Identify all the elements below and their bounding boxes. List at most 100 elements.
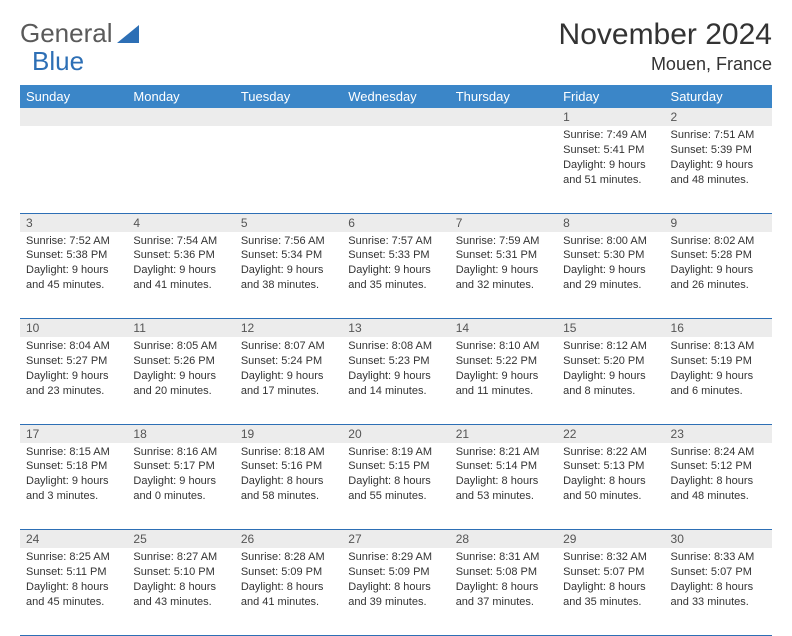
day-number: 10 [20,319,127,338]
day-details: Sunrise: 8:04 AMSunset: 5:27 PMDaylight:… [20,337,127,402]
day-details: Sunrise: 8:18 AMSunset: 5:16 PMDaylight:… [235,443,342,508]
day-number: 15 [557,319,664,338]
day-details: Sunrise: 8:29 AMSunset: 5:09 PMDaylight:… [342,548,449,613]
day-details: Sunrise: 8:00 AMSunset: 5:30 PMDaylight:… [557,232,664,297]
week-row: Sunrise: 8:15 AMSunset: 5:18 PMDaylight:… [20,443,772,530]
day-details: Sunrise: 8:05 AMSunset: 5:26 PMDaylight:… [127,337,234,402]
day-details: Sunrise: 8:19 AMSunset: 5:15 PMDaylight:… [342,443,449,508]
day-number: 22 [557,424,664,443]
day-cell: Sunrise: 8:08 AMSunset: 5:23 PMDaylight:… [342,337,449,424]
day-cell: Sunrise: 8:02 AMSunset: 5:28 PMDaylight:… [665,232,772,319]
col-wednesday: Wednesday [342,85,449,108]
day-number: 20 [342,424,449,443]
day-number [20,108,127,126]
day-details: Sunrise: 8:02 AMSunset: 5:28 PMDaylight:… [665,232,772,297]
logo: General [20,18,141,49]
daynum-row: 3456789 [20,213,772,232]
day-number: 27 [342,530,449,549]
day-number: 17 [20,424,127,443]
day-cell: Sunrise: 8:15 AMSunset: 5:18 PMDaylight:… [20,443,127,530]
day-cell: Sunrise: 8:05 AMSunset: 5:26 PMDaylight:… [127,337,234,424]
day-number: 12 [235,319,342,338]
daynum-row: 17181920212223 [20,424,772,443]
day-number: 7 [450,213,557,232]
calendar-table: Sunday Monday Tuesday Wednesday Thursday… [20,85,772,636]
day-details: Sunrise: 7:49 AMSunset: 5:41 PMDaylight:… [557,126,664,191]
day-details: Sunrise: 8:21 AMSunset: 5:14 PMDaylight:… [450,443,557,508]
day-cell: Sunrise: 7:57 AMSunset: 5:33 PMDaylight:… [342,232,449,319]
day-cell: Sunrise: 7:54 AMSunset: 5:36 PMDaylight:… [127,232,234,319]
day-number: 13 [342,319,449,338]
day-cell: Sunrise: 8:28 AMSunset: 5:09 PMDaylight:… [235,548,342,635]
day-number: 25 [127,530,234,549]
day-cell: Sunrise: 8:12 AMSunset: 5:20 PMDaylight:… [557,337,664,424]
day-cell: Sunrise: 8:19 AMSunset: 5:15 PMDaylight:… [342,443,449,530]
day-details: Sunrise: 8:24 AMSunset: 5:12 PMDaylight:… [665,443,772,508]
day-details: Sunrise: 7:54 AMSunset: 5:36 PMDaylight:… [127,232,234,297]
day-cell: Sunrise: 8:00 AMSunset: 5:30 PMDaylight:… [557,232,664,319]
day-number: 16 [665,319,772,338]
day-cell: Sunrise: 8:22 AMSunset: 5:13 PMDaylight:… [557,443,664,530]
day-cell: Sunrise: 8:32 AMSunset: 5:07 PMDaylight:… [557,548,664,635]
week-row: Sunrise: 7:52 AMSunset: 5:38 PMDaylight:… [20,232,772,319]
day-details: Sunrise: 8:28 AMSunset: 5:09 PMDaylight:… [235,548,342,613]
day-number [450,108,557,126]
day-cell [20,126,127,213]
day-number: 5 [235,213,342,232]
day-cell: Sunrise: 8:13 AMSunset: 5:19 PMDaylight:… [665,337,772,424]
day-details: Sunrise: 8:12 AMSunset: 5:20 PMDaylight:… [557,337,664,402]
month-year: November 2024 [559,18,772,52]
day-number [127,108,234,126]
day-number: 28 [450,530,557,549]
day-number: 2 [665,108,772,126]
day-number: 6 [342,213,449,232]
day-details: Sunrise: 8:31 AMSunset: 5:08 PMDaylight:… [450,548,557,613]
day-number: 1 [557,108,664,126]
day-cell: Sunrise: 8:18 AMSunset: 5:16 PMDaylight:… [235,443,342,530]
day-number: 18 [127,424,234,443]
logo-text-blue: Blue [32,46,84,77]
day-cell: Sunrise: 8:29 AMSunset: 5:09 PMDaylight:… [342,548,449,635]
day-details: Sunrise: 8:25 AMSunset: 5:11 PMDaylight:… [20,548,127,613]
day-number: 30 [665,530,772,549]
day-cell: Sunrise: 8:24 AMSunset: 5:12 PMDaylight:… [665,443,772,530]
day-cell: Sunrise: 7:56 AMSunset: 5:34 PMDaylight:… [235,232,342,319]
day-details: Sunrise: 7:52 AMSunset: 5:38 PMDaylight:… [20,232,127,297]
day-details: Sunrise: 8:33 AMSunset: 5:07 PMDaylight:… [665,548,772,613]
day-details: Sunrise: 8:13 AMSunset: 5:19 PMDaylight:… [665,337,772,402]
day-details: Sunrise: 8:10 AMSunset: 5:22 PMDaylight:… [450,337,557,402]
day-cell [450,126,557,213]
day-number: 3 [20,213,127,232]
day-cell: Sunrise: 7:59 AMSunset: 5:31 PMDaylight:… [450,232,557,319]
day-number: 19 [235,424,342,443]
day-details: Sunrise: 8:32 AMSunset: 5:07 PMDaylight:… [557,548,664,613]
daynum-row: 10111213141516 [20,319,772,338]
day-cell [235,126,342,213]
day-cell: Sunrise: 7:52 AMSunset: 5:38 PMDaylight:… [20,232,127,319]
day-number: 14 [450,319,557,338]
day-details: Sunrise: 7:57 AMSunset: 5:33 PMDaylight:… [342,232,449,297]
day-details: Sunrise: 8:16 AMSunset: 5:17 PMDaylight:… [127,443,234,508]
col-friday: Friday [557,85,664,108]
header-row: Sunday Monday Tuesday Wednesday Thursday… [20,85,772,108]
day-number: 9 [665,213,772,232]
day-details: Sunrise: 8:08 AMSunset: 5:23 PMDaylight:… [342,337,449,402]
day-details: Sunrise: 8:07 AMSunset: 5:24 PMDaylight:… [235,337,342,402]
day-cell: Sunrise: 7:49 AMSunset: 5:41 PMDaylight:… [557,126,664,213]
day-number: 26 [235,530,342,549]
day-cell [342,126,449,213]
day-cell: Sunrise: 8:16 AMSunset: 5:17 PMDaylight:… [127,443,234,530]
day-number: 21 [450,424,557,443]
day-details: Sunrise: 7:59 AMSunset: 5:31 PMDaylight:… [450,232,557,297]
header: General November 2024 Mouen, France [20,18,772,75]
day-cell: Sunrise: 8:25 AMSunset: 5:11 PMDaylight:… [20,548,127,635]
day-cell [127,126,234,213]
daynum-row: 12 [20,108,772,126]
day-cell: Sunrise: 7:51 AMSunset: 5:39 PMDaylight:… [665,126,772,213]
location: Mouen, France [559,54,772,75]
day-number [342,108,449,126]
day-cell: Sunrise: 8:21 AMSunset: 5:14 PMDaylight:… [450,443,557,530]
daynum-row: 24252627282930 [20,530,772,549]
day-number: 4 [127,213,234,232]
day-details: Sunrise: 7:51 AMSunset: 5:39 PMDaylight:… [665,126,772,191]
